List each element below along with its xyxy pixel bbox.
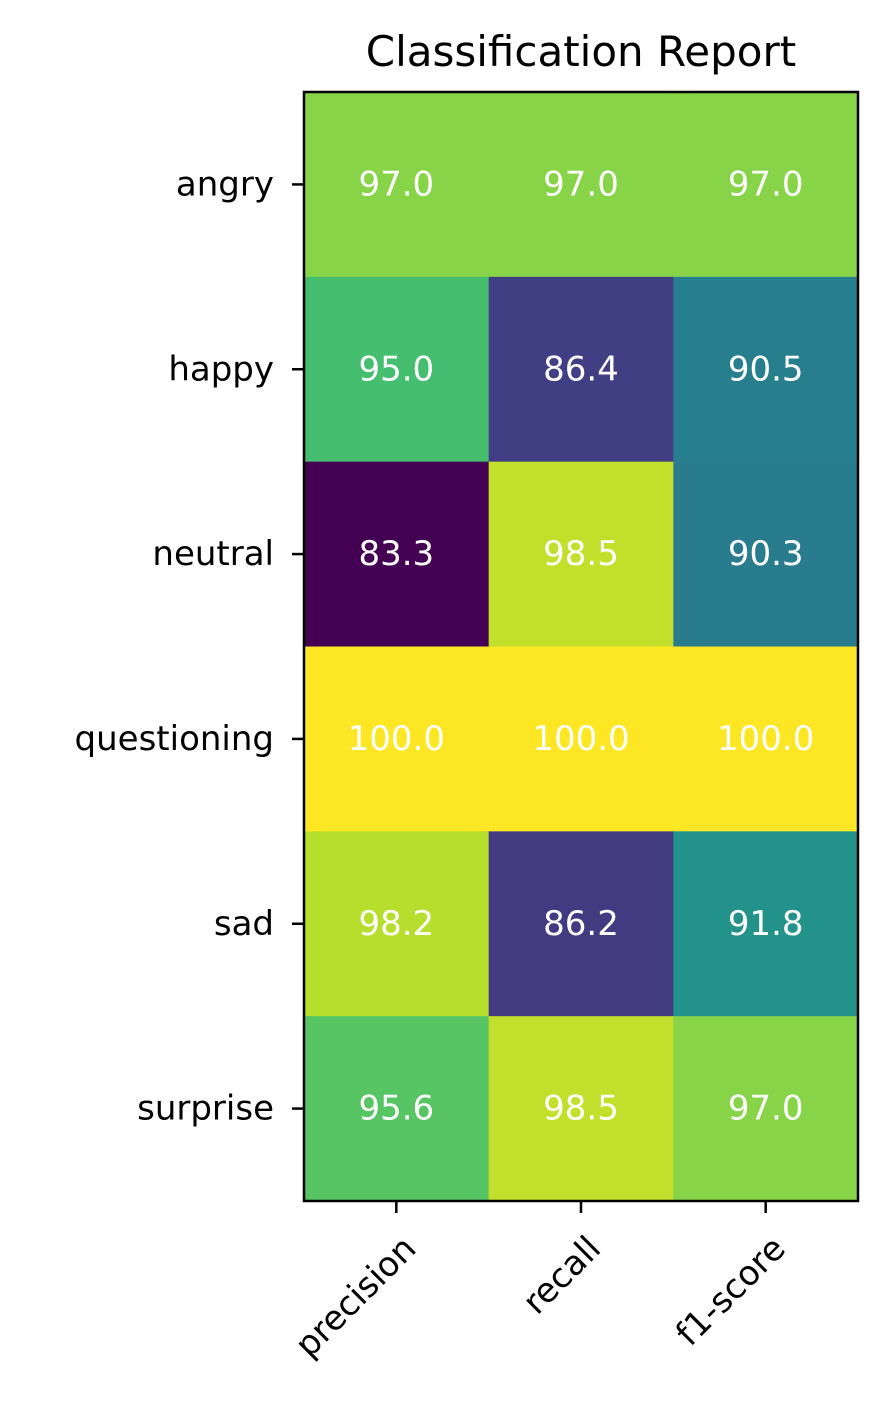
heatmap-cell bbox=[488, 276, 674, 463]
heatmap-cell bbox=[673, 831, 859, 1017]
cell-value-label: 98.5 bbox=[543, 534, 619, 574]
cell-value-label: 98.5 bbox=[543, 1089, 619, 1129]
y-axis: angry happy neutral questioning sad surprise bbox=[75, 164, 304, 1129]
heatmap-cell bbox=[488, 646, 674, 832]
heatmap-cell bbox=[673, 276, 859, 463]
cell-value-label: 98.2 bbox=[358, 904, 434, 944]
cell-value-label: 95.6 bbox=[358, 1089, 434, 1129]
cell-value-label: 95.0 bbox=[358, 349, 434, 389]
heatmap-cell bbox=[488, 1016, 674, 1202]
cell-value-label: 97.0 bbox=[728, 164, 804, 204]
heatmap-cell bbox=[488, 461, 674, 648]
y-tick-label: angry bbox=[176, 164, 274, 204]
y-tick-label: sad bbox=[214, 904, 274, 944]
y-tick-label: neutral bbox=[152, 534, 274, 574]
cell-value-label: 100.0 bbox=[717, 719, 814, 759]
cell-value-label: 97.0 bbox=[728, 1089, 804, 1129]
heatmap-cell-labels: 97.0 97.0 97.0 95.0 86.4 90.5 83.3 98.5 90.3 100.… bbox=[348, 164, 815, 1128]
heatmap-cell bbox=[304, 276, 490, 463]
cell-value-label: 90.5 bbox=[728, 349, 804, 389]
cell-value-label: 100.0 bbox=[532, 719, 629, 759]
heatmap-cell bbox=[673, 461, 859, 648]
y-tick-label: happy bbox=[168, 349, 274, 389]
heatmap-cell bbox=[304, 461, 490, 648]
heatmap-cell bbox=[304, 92, 490, 278]
cell-value-label: 97.0 bbox=[543, 164, 619, 204]
cell-value-label: 90.3 bbox=[728, 534, 804, 574]
cell-value-label: 86.2 bbox=[543, 904, 619, 944]
heatmap-cell bbox=[304, 646, 490, 832]
y-tick-label: surprise bbox=[137, 1089, 274, 1129]
cell-value-label: 100.0 bbox=[348, 719, 445, 759]
heatmap-cell bbox=[488, 831, 674, 1017]
heatmap-cell bbox=[673, 1016, 859, 1202]
chart-title: Classification Report bbox=[366, 27, 796, 76]
heatmap-cell bbox=[304, 831, 490, 1017]
cell-value-label: 91.8 bbox=[728, 904, 804, 944]
cell-value-label: 83.3 bbox=[358, 534, 434, 574]
heatmap-cell bbox=[304, 1016, 490, 1202]
heatmap-cells bbox=[304, 92, 859, 1202]
heatmap-cell bbox=[673, 92, 859, 278]
cell-value-label: 97.0 bbox=[358, 164, 434, 204]
y-tick-label: questioning bbox=[75, 719, 274, 759]
heatmap-cell bbox=[488, 92, 674, 278]
cell-value-label: 86.4 bbox=[543, 349, 619, 389]
heatmap-cell bbox=[673, 646, 859, 832]
